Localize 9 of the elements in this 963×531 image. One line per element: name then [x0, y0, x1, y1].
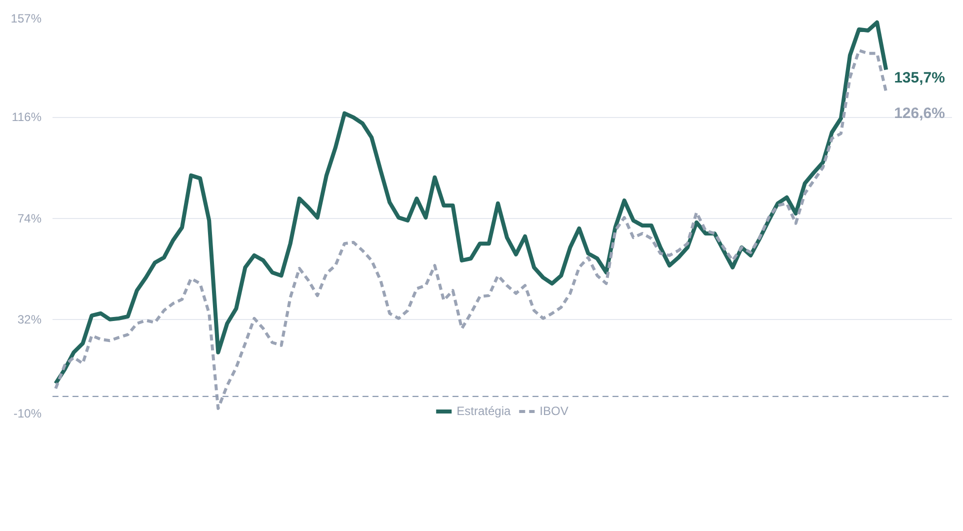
- data-label: 135,7%: [894, 69, 945, 86]
- legend-label: Estratégia: [456, 404, 511, 418]
- y-tick-label: 157%: [10, 12, 42, 26]
- y-tick-label: 116%: [12, 110, 42, 124]
- y-tick-label: 32%: [17, 312, 42, 326]
- y-tick-label: -10%: [13, 406, 42, 420]
- y-tick-label: 74%: [17, 211, 42, 226]
- legend-label: IBOV: [540, 404, 568, 418]
- data-label: 126,6%: [894, 105, 945, 122]
